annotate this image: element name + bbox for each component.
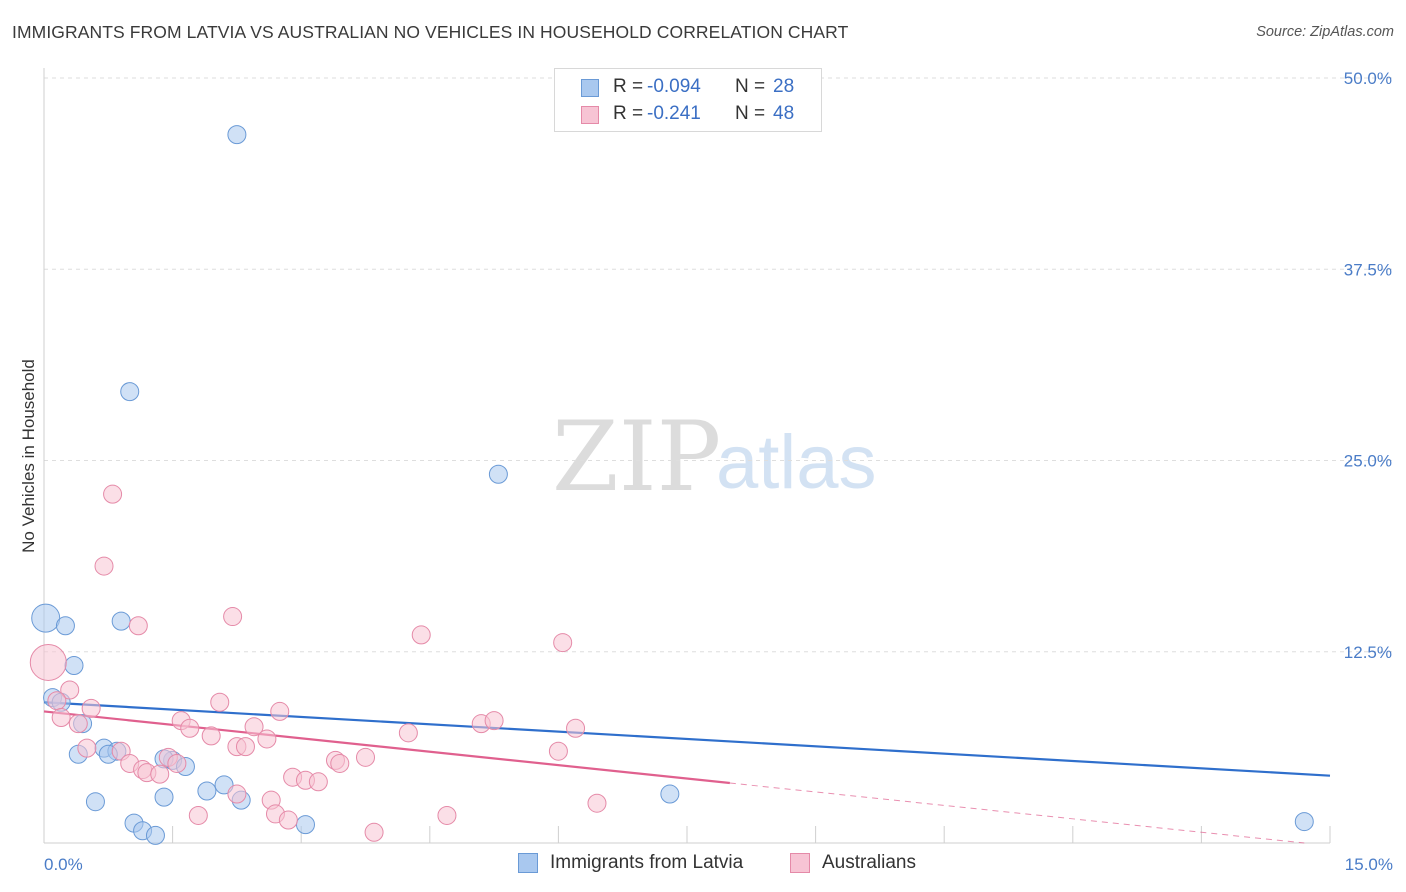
point-australians — [437, 805, 457, 825]
trend-lines — [43, 701, 1331, 844]
point-australians — [77, 738, 97, 758]
point-australians — [60, 680, 80, 700]
point-australians — [68, 714, 88, 734]
point-australians — [29, 643, 67, 681]
y-tick-label: 12.5% — [1344, 643, 1392, 662]
point-latvia — [295, 815, 315, 835]
point-australians — [398, 723, 418, 743]
point-australians — [278, 810, 298, 830]
trend-line-latvia — [43, 701, 1331, 777]
watermark: ZIP atlas — [552, 401, 877, 513]
point-australians — [484, 711, 504, 731]
point-australians — [330, 753, 350, 773]
point-australians — [227, 784, 247, 804]
n-label: N = — [735, 103, 766, 124]
point-australians — [128, 616, 148, 636]
data-points — [29, 125, 1314, 845]
point-latvia — [488, 464, 508, 484]
trend-line-australians — [43, 710, 730, 785]
point-latvia — [120, 382, 140, 402]
tick-labels: 12.5% 25.0% 37.5% 50.0% 0.0% 15.0% — [44, 69, 1393, 874]
n-value-australians: 48 — [773, 103, 795, 124]
point-latvia — [227, 125, 247, 145]
grid-lines — [44, 77, 1392, 653]
r-label: R = — [613, 103, 644, 124]
chart-title: IMMIGRANTS FROM LATVIA VS AUSTRALIAN NO … — [12, 22, 849, 42]
point-latvia — [1294, 812, 1314, 832]
x-tick-label: 15.0% — [1345, 855, 1393, 874]
point-australians — [47, 691, 67, 711]
point-latvia — [660, 784, 680, 804]
trend-line-australians-dashed — [729, 782, 1305, 844]
point-australians — [356, 747, 375, 767]
point-australians — [103, 484, 123, 504]
stats-swatch-latvia — [581, 79, 599, 97]
point-australians — [548, 741, 568, 761]
axes — [43, 68, 1331, 844]
point-australians — [364, 822, 384, 842]
point-australians — [51, 708, 71, 728]
point-australians — [180, 718, 200, 738]
legend-swatch-latvia — [518, 853, 538, 873]
legend-swatch-australians — [790, 853, 810, 873]
y-tick-label: 50.0% — [1344, 69, 1392, 88]
r-value-australians: -0.241 — [647, 103, 701, 124]
point-latvia — [64, 656, 84, 676]
point-australians — [167, 753, 187, 773]
point-australians — [244, 717, 264, 737]
x-tick-label: 0.0% — [44, 855, 83, 874]
stats-row-latvia: R = -0.094 N = 28 — [555, 75, 821, 101]
legend-label-australians: Australians — [822, 852, 916, 873]
legend-label-latvia: Immigrants from Latvia — [550, 852, 744, 873]
point-australians — [235, 737, 255, 757]
point-latvia — [154, 787, 174, 807]
point-australians — [201, 726, 221, 746]
stats-row-australians: R = -0.241 N = 48 — [555, 102, 821, 128]
y-tick-label: 37.5% — [1344, 260, 1392, 279]
point-latvia — [197, 781, 217, 801]
watermark-zip: ZIP — [552, 401, 721, 513]
r-value-latvia: -0.094 — [647, 76, 701, 97]
source-credit: Source: ZipAtlas.com — [1256, 24, 1394, 40]
point-australians — [566, 718, 586, 738]
n-value-latvia: 28 — [773, 76, 795, 97]
point-australians — [150, 764, 170, 784]
point-australians — [81, 698, 101, 718]
point-australians — [308, 772, 328, 792]
n-label: N = — [735, 76, 766, 97]
y-axis-label: No Vehicles in Household — [19, 359, 38, 553]
point-australians — [553, 633, 573, 653]
r-label: R = — [613, 76, 644, 97]
point-australians — [188, 805, 208, 825]
point-australians — [257, 729, 277, 749]
point-australians — [270, 701, 290, 721]
point-australians — [411, 625, 431, 645]
point-latvia — [145, 825, 165, 845]
point-australians — [210, 692, 230, 712]
watermark-atlas: atlas — [716, 420, 877, 505]
point-latvia — [214, 775, 234, 795]
point-australians — [223, 607, 243, 627]
stats-swatch-australians — [581, 106, 599, 124]
point-australians — [94, 556, 114, 576]
point-australians — [587, 793, 607, 813]
point-latvia — [55, 616, 75, 636]
point-latvia — [111, 611, 131, 631]
y-tick-label: 25.0% — [1344, 452, 1392, 471]
point-latvia — [85, 792, 105, 812]
point-latvia — [31, 603, 61, 633]
stats-box: R = -0.094 N = 28 R = -0.241 N = 48 — [554, 68, 822, 132]
